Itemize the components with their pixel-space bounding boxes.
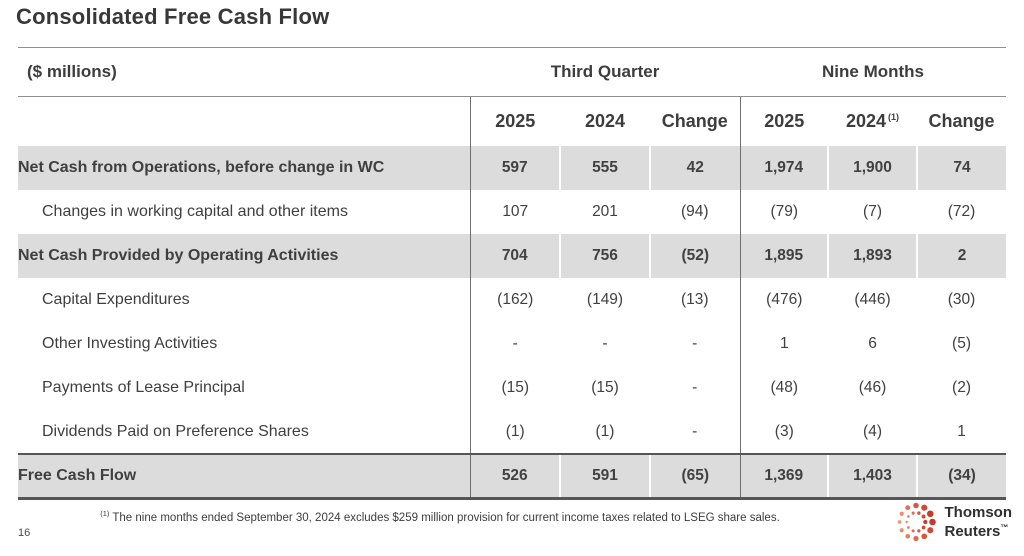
cell-value: (72) [947,203,976,220]
cell-value: 526 [469,453,560,500]
cell-value: (46) [858,379,887,396]
cell-value: (52) [648,234,741,278]
table-header-groups-row: ($ millions) Third Quarter Nine Months [18,47,1007,97]
row-label: Changes in working capital and other ite… [42,203,348,220]
column-header-nm-2025: 2025 [739,96,829,146]
cell-value: (30) [947,291,976,308]
table-row: Payments of Lease Principal (15) (15) - … [18,366,1006,410]
group-header-nine-months: Nine Months [740,47,1007,97]
cell-value: (13) [680,291,709,308]
cell-value: (2) [952,379,971,396]
cell-value: 1,895 [739,234,829,278]
column-header-nm-change: Change [928,111,995,131]
footnote-marker: (1) [100,509,110,518]
cell-value: (5) [952,335,971,352]
cell-value: - [692,335,698,352]
row-label: Dividends Paid on Preference Shares [42,422,309,440]
cell-value: 1,403 [827,453,918,500]
cell-value: 597 [469,146,560,190]
table-header-years-row: 2025 2024 Change 2025 2024 (1) Change [18,96,1006,147]
row-label: Net Cash Provided by Operating Activitie… [18,234,470,278]
column-header-tq-change: Change [661,111,728,131]
cell-value: (15) [591,379,619,396]
cell-value: 704 [469,234,560,278]
unit-label: ($ millions) [18,47,470,97]
cell-value: (79) [739,190,829,234]
cell-value: 1,369 [739,453,829,500]
table-row-free-cash-flow: Free Cash Flow 526 591 (65) 1,369 1,403 … [18,453,1007,500]
table-row: Net Cash Provided by Operating Activitie… [18,234,1007,278]
cell-value: - [469,322,560,366]
column-header-tq-2024: 2024 [584,111,626,131]
row-label: Net Cash from Operations, before change … [18,146,470,190]
cell-value: 2 [916,234,1007,278]
cell-value: 201 [592,203,618,220]
cell-value: 107 [469,190,560,234]
cell-value: - [692,379,698,396]
column-header-tq-2025: 2025 [469,96,560,146]
cell-value: 1,974 [739,146,829,190]
free-cash-flow-table: ($ millions) Third Quarter Nine Months 2… [18,47,1007,500]
cell-value: 555 [559,146,650,190]
row-label: Free Cash Flow [18,453,470,500]
cell-value: - [692,422,698,440]
column-header-nm-2024-label: 2024 [845,111,887,131]
page-title: Consolidated Free Cash Flow [16,4,330,29]
cell-value: (7) [863,203,882,220]
cell-value: 1,900 [827,146,918,190]
cell-value: (65) [648,453,741,500]
table-row: Changes in working capital and other ite… [18,190,1006,234]
cell-value: 6 [868,335,877,352]
cell-value: (94) [680,203,709,220]
cell-value: (162) [469,278,560,322]
cell-value: (1) [595,422,615,440]
page-number: 16 [18,527,31,539]
cell-value: 756 [559,234,650,278]
cell-value: 42 [648,146,741,190]
thomson-reuters-kinesis-icon [897,502,936,542]
empty-header-cell [18,97,470,147]
cell-value: (149) [586,291,624,308]
cell-value: 1 [739,322,829,366]
cell-value: (4) [863,422,882,440]
thomson-reuters-logo: Thomson Reuters™ [894,500,1013,544]
row-label: Capital Expenditures [42,291,190,308]
cell-value: (34) [916,453,1007,500]
cell-value: (476) [739,278,829,322]
cell-value: (446) [854,291,891,308]
group-header-third-quarter: Third Quarter [470,47,741,97]
footnote: (1) The nine months ended September 30, … [0,509,880,524]
cell-value: 591 [559,453,650,500]
logo-wordmark: Thomson Reuters™ [944,503,1013,540]
footnote-text: The nine months ended September 30, 2024… [112,511,780,524]
cell-value: 1,893 [827,234,918,278]
table-row: Dividends Paid on Preference Shares (1) … [18,410,1006,454]
footnote-marker-superscript: (1) [888,112,900,122]
cell-value: 74 [916,146,1007,190]
row-label: Other Investing Activities [42,335,218,352]
logo-wordmark-line2-text: Reuters [944,523,1001,540]
cell-value: (3) [739,410,829,454]
logo-trademark: ™ [1000,523,1009,532]
cell-value: (1) [469,410,560,454]
table-row: Net Cash from Operations, before change … [18,146,1007,190]
cell-value: (48) [739,366,829,410]
table-row: Other Investing Activities - - - 1 6 (5) [18,322,1006,366]
row-label: Payments of Lease Principal [42,379,245,396]
table-row: Capital Expenditures (162) (149) (13) (4… [18,278,1006,322]
logo-wordmark-line1: Thomson [944,503,1013,521]
cell-value: (15) [469,366,560,410]
logo-wordmark-line2: Reuters™ [945,520,1013,540]
cell-value: - [602,335,608,352]
column-header-nm-2024: 2024 (1) [828,97,917,147]
cell-value: 1 [957,422,966,440]
